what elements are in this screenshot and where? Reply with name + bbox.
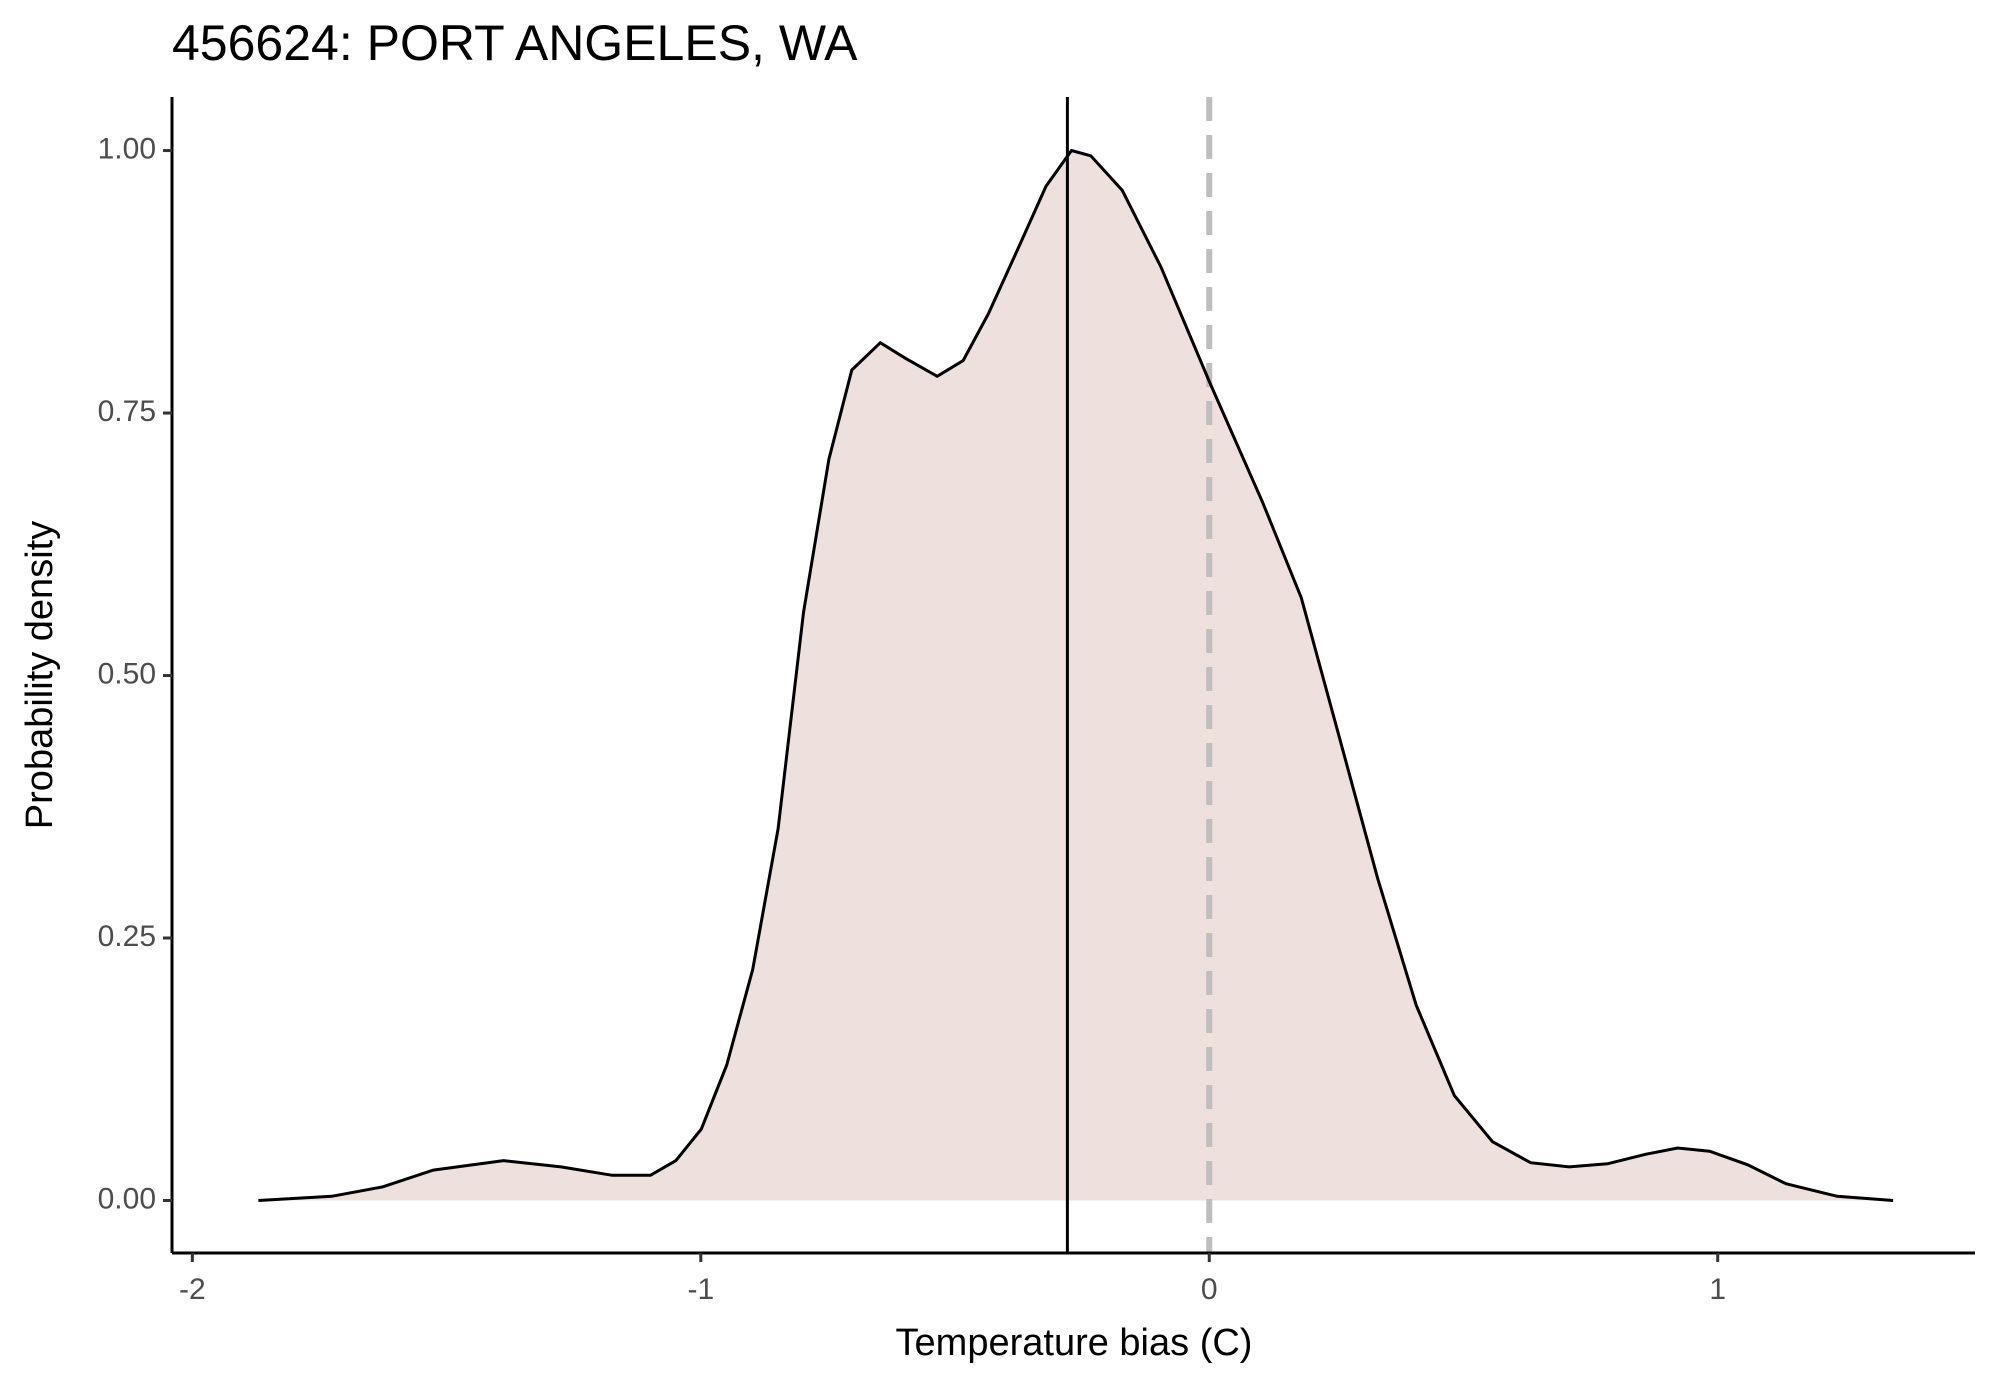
x-tick-label: 1 <box>1709 1273 1726 1306</box>
x-axis-label: Temperature bias (C) <box>896 1322 1253 1364</box>
y-tick-label: 0.75 <box>98 395 156 428</box>
chart-title: 456624: PORT ANGELES, WA <box>172 15 858 71</box>
x-tick-label: 0 <box>1201 1273 1218 1306</box>
y-tick-label: 1.00 <box>98 132 156 165</box>
y-axis-label: Probability density <box>19 521 61 829</box>
y-tick-label: 0.25 <box>98 920 156 953</box>
y-tick-label: 0.00 <box>98 1182 156 1215</box>
y-tick-label: 0.50 <box>98 657 156 690</box>
density-line <box>258 148 1894 1202</box>
x-tick-label: -1 <box>687 1273 714 1306</box>
x-tick-label: -2 <box>179 1273 206 1306</box>
density-area <box>258 150 1894 1201</box>
